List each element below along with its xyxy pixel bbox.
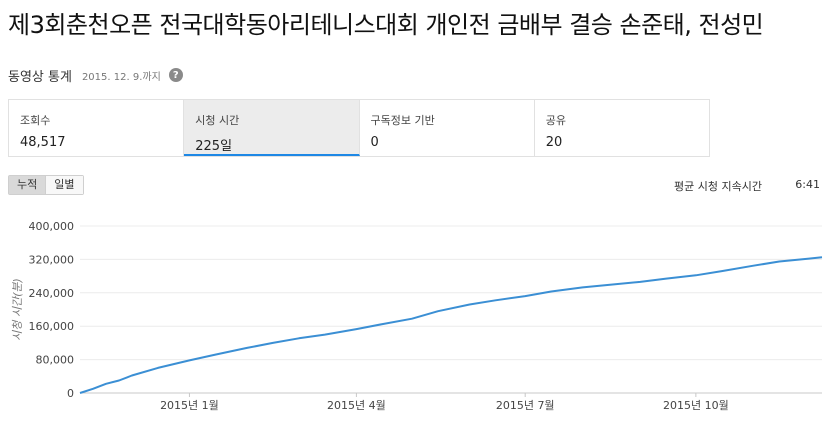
toggle-daily[interactable]: 일별: [45, 176, 83, 194]
metric-value: 48,517: [20, 135, 66, 150]
metric-value: 0: [370, 135, 379, 150]
y-tick-label: 160,000: [29, 320, 75, 333]
x-tick-label: 2015년 10월: [663, 399, 729, 412]
toggle-cumulative[interactable]: 누적: [9, 176, 46, 194]
stats-date: 2015. 12. 9.까지: [81, 71, 161, 83]
x-tick-label: 2015년 1월: [160, 399, 219, 412]
view-toggle-group: 누적 일별: [8, 175, 84, 195]
metric-subscriptions[interactable]: 구독정보 기반 0: [359, 100, 535, 156]
metric-label: 구독정보 기반: [370, 114, 435, 127]
y-tick-label: 80,000: [36, 354, 75, 367]
video-title: 제3회춘천오픈 전국대학동아리테니스대회 개인전 금배부 결승 손준태, 전성민: [8, 11, 764, 39]
metric-label: 조회수: [20, 114, 51, 127]
help-icon[interactable]: ?: [168, 68, 183, 82]
watch-time-chart: 0 80,000 160,000 240,000 320,000 400,000 2015년…: [11, 220, 823, 412]
metric-watch-time[interactable]: 시청 시간 225일: [184, 100, 360, 156]
y-axis-label: 시청 시간(분): [11, 278, 24, 341]
metric-label: 공유: [545, 114, 566, 127]
avg-duration-value: 6:41: [795, 178, 820, 191]
y-tick-label: 0: [67, 387, 74, 400]
metric-tabs: 조회수 48,517 시청 시간 225일 구독정보 기반 0 공유 20: [8, 99, 710, 157]
x-tick-label: 2015년 7월: [496, 399, 555, 412]
stats-heading: 동영상 통계: [8, 69, 72, 85]
y-tick-label: 320,000: [29, 253, 75, 266]
y-tick-label: 400,000: [29, 220, 75, 233]
y-tick-label: 240,000: [29, 287, 75, 300]
watch-time-line: [79, 256, 823, 394]
metric-value: 225일: [195, 139, 233, 154]
metric-shares[interactable]: 공유 20: [534, 100, 709, 156]
metric-views[interactable]: 조회수 48,517: [9, 100, 185, 156]
stats-header: 동영상 통계 2015. 12. 9.까지 ?: [8, 64, 183, 86]
x-tick-label: 2015년 4월: [327, 399, 386, 412]
metric-label: 시청 시간: [195, 114, 240, 127]
metric-value: 20: [545, 135, 563, 150]
avg-duration-label: 평균 시청 지속시간: [674, 180, 762, 193]
